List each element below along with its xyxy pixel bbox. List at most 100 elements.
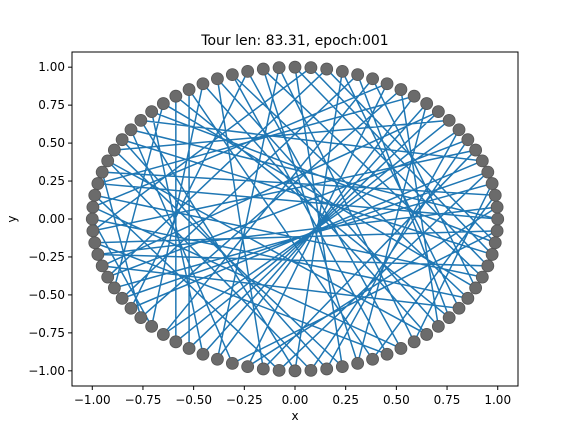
city-node — [304, 363, 318, 377]
city-node — [91, 177, 105, 190]
y-tick-label: −1.00 — [28, 364, 65, 378]
city-node — [182, 83, 196, 96]
city-node — [452, 123, 466, 137]
x-tick-label: 0.25 — [332, 393, 359, 407]
city-node — [452, 301, 466, 315]
city-node — [88, 188, 102, 202]
city-node — [95, 165, 109, 179]
city-node — [169, 335, 183, 349]
city-node — [351, 356, 365, 370]
city-node — [320, 362, 334, 376]
city-node — [115, 133, 129, 147]
x-tick-label: −1.00 — [74, 393, 111, 407]
y-tick-label: 1.00 — [38, 60, 65, 74]
city-node — [481, 165, 495, 179]
city-node — [288, 364, 302, 378]
city-node — [420, 328, 434, 341]
city-node — [488, 236, 502, 250]
city-node — [101, 154, 115, 168]
y-axis-label: y — [5, 215, 19, 222]
y-tick-label: 0.50 — [38, 136, 65, 150]
city-node — [256, 62, 270, 76]
city-node — [469, 281, 483, 295]
city-node — [272, 363, 286, 377]
y-tick-label: 0.25 — [38, 174, 65, 188]
city-node — [366, 72, 379, 86]
y-tick-label: −0.75 — [28, 326, 65, 340]
city-node — [485, 177, 499, 190]
city-node — [461, 133, 475, 147]
city-node — [394, 342, 408, 355]
x-tick-label: −0.50 — [175, 393, 212, 407]
city-node — [394, 83, 408, 96]
x-tick-label: 0.75 — [434, 393, 461, 407]
y-tick-label: −0.25 — [28, 250, 65, 264]
city-node — [442, 311, 456, 325]
city-node — [490, 200, 504, 214]
city-node — [380, 77, 394, 91]
city-nodes-group — [85, 60, 505, 378]
city-node — [88, 236, 102, 250]
city-node — [86, 200, 100, 214]
city-node — [256, 362, 270, 376]
city-node — [320, 62, 334, 76]
x-tick-label: 0.50 — [383, 393, 410, 407]
city-node — [475, 154, 489, 168]
city-node — [431, 105, 445, 119]
city-node — [95, 259, 109, 273]
city-node — [145, 105, 159, 119]
city-node — [124, 301, 138, 315]
city-node — [272, 61, 286, 75]
city-node — [156, 328, 170, 341]
city-node — [85, 212, 99, 226]
city-node — [115, 291, 129, 305]
city-node — [211, 352, 224, 366]
city-node — [124, 123, 138, 137]
city-node — [86, 224, 100, 238]
chart-title: Tour len: 83.31, epoch:001 — [200, 33, 388, 49]
city-node — [491, 212, 505, 226]
city-node — [182, 342, 196, 355]
city-node — [380, 347, 394, 361]
city-node — [490, 224, 504, 238]
x-axis-ticks: −1.00 −0.75 −0.50 −0.25 0.00 0.25 0.50 0.75 1.00 — [74, 386, 511, 407]
city-node — [145, 319, 159, 333]
city-node — [351, 68, 365, 82]
x-axis-label: x — [291, 409, 298, 423]
city-node — [442, 114, 456, 127]
city-node — [288, 60, 302, 74]
city-node — [304, 61, 318, 75]
city-node — [169, 89, 183, 103]
city-node — [156, 97, 170, 110]
x-tick-label: −0.25 — [226, 393, 263, 407]
city-node — [407, 335, 421, 349]
city-node — [225, 68, 239, 82]
city-node — [107, 143, 121, 157]
x-tick-label: 0.00 — [282, 393, 309, 407]
city-node — [407, 89, 421, 103]
city-node — [196, 347, 210, 361]
city-node — [488, 188, 502, 202]
city-node — [196, 77, 210, 91]
city-node — [461, 291, 475, 305]
city-node — [335, 64, 349, 78]
city-node — [485, 248, 499, 261]
x-tick-label: −0.75 — [125, 393, 162, 407]
city-node — [211, 72, 224, 86]
city-node — [134, 114, 148, 127]
city-node — [475, 270, 489, 284]
y-tick-label: 0.75 — [38, 98, 65, 112]
city-node — [366, 352, 379, 366]
city-node — [469, 143, 483, 157]
city-node — [91, 248, 105, 261]
city-node — [420, 97, 434, 110]
y-tick-label: −0.50 — [28, 288, 65, 302]
x-tick-label: 1.00 — [484, 393, 511, 407]
city-node — [225, 356, 239, 370]
city-node — [134, 311, 148, 325]
city-node — [335, 360, 349, 374]
city-node — [107, 281, 121, 295]
y-tick-label: 0.00 — [38, 212, 65, 226]
city-node — [101, 270, 115, 284]
